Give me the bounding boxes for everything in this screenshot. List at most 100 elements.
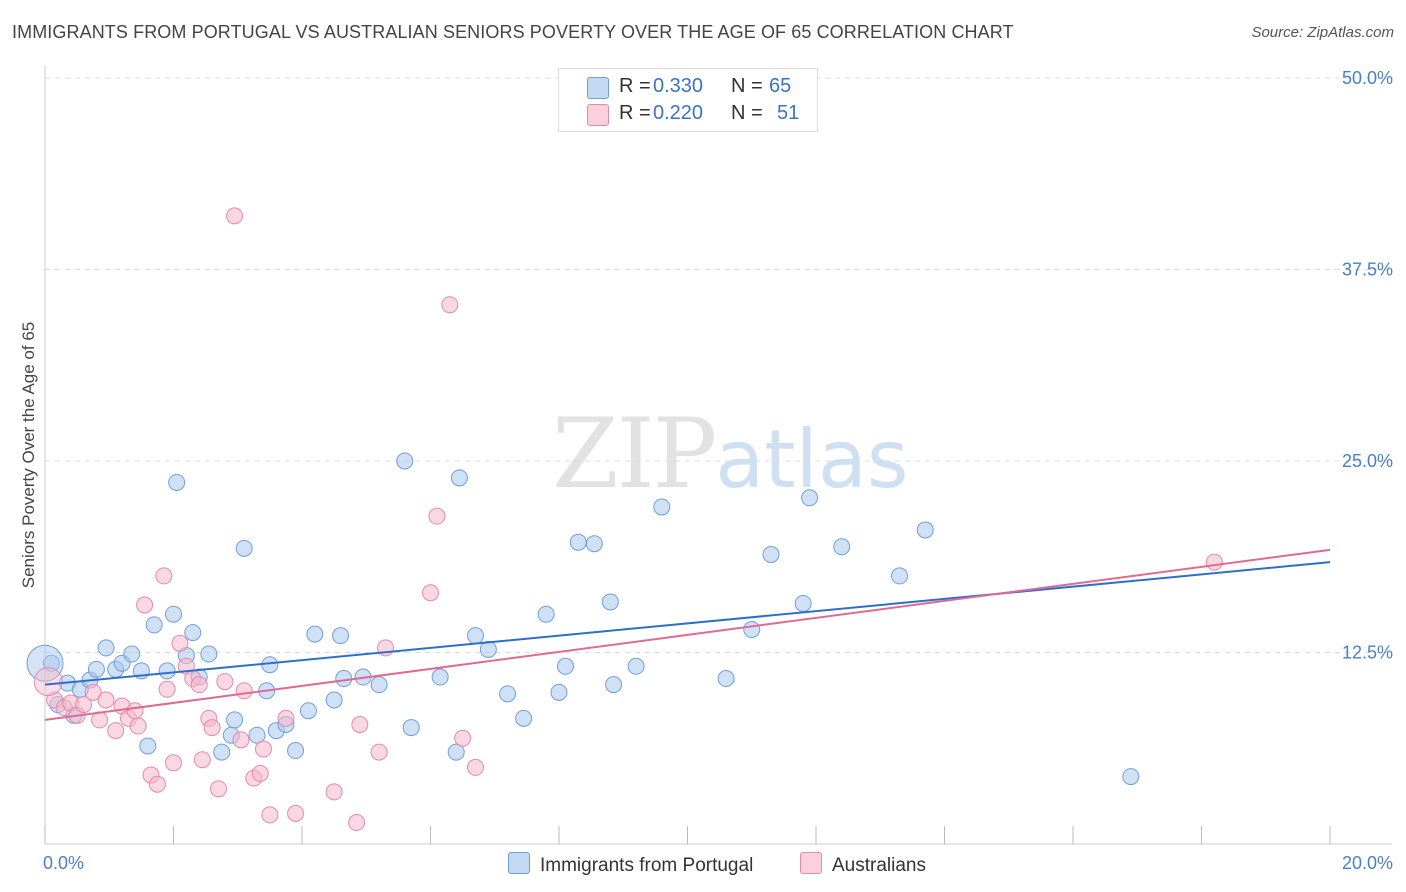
point-portugal <box>158 662 176 680</box>
y-tick-label: 50.0% <box>1342 68 1393 88</box>
point-portugal <box>466 627 484 645</box>
point-australians <box>75 696 93 714</box>
point-portugal <box>550 683 568 701</box>
axis-labels: 12.5% 25.0% 37.5% 50.0% 0.0% 20.0% Seniors Pov… <box>19 68 1393 873</box>
point-australians <box>454 729 472 747</box>
point-portugal <box>653 498 671 516</box>
point-portugal <box>184 624 202 642</box>
point-portugal <box>168 473 186 491</box>
point-portugal <box>402 719 420 737</box>
correlation-legend: R = 0.330 N = 65 R = 0.220 N = 51 <box>558 68 818 132</box>
point-australians <box>193 751 211 769</box>
point-australians <box>1205 553 1223 571</box>
point-australians <box>235 682 253 700</box>
point-australians <box>209 780 227 798</box>
legend-swatch-australians <box>587 104 609 126</box>
trend-line-australians <box>44 548 1331 721</box>
point-australians <box>136 596 154 614</box>
point-australians <box>251 765 269 783</box>
point-australians <box>232 731 250 749</box>
bottom-legend-swatch-australians <box>800 852 822 874</box>
point-australians <box>422 584 439 602</box>
point-portugal <box>627 657 645 675</box>
point-portugal <box>213 743 231 761</box>
point-australians <box>348 814 366 832</box>
point-portugal <box>762 545 780 563</box>
trend-lines <box>44 548 1331 721</box>
point-portugal <box>335 670 353 688</box>
point-australians <box>325 783 343 801</box>
point-australians <box>261 806 279 824</box>
point-australians <box>148 775 166 793</box>
point-australians <box>155 567 173 585</box>
point-portugal <box>891 567 909 585</box>
legend-r-value: 0.220 <box>653 102 704 124</box>
point-australians <box>351 716 369 734</box>
point-portugal <box>396 452 414 470</box>
axes <box>44 66 1392 845</box>
y-tick-label: 25.0% <box>1342 451 1393 471</box>
legend-n-value: 65 <box>769 75 792 97</box>
trend-line-portugal <box>44 561 1331 686</box>
legend-n-label: N = <box>731 102 763 124</box>
point-portugal <box>499 685 517 703</box>
point-australians <box>165 754 182 772</box>
point-portugal <box>325 691 343 709</box>
watermark: ZIPatlas <box>552 398 909 510</box>
point-australians <box>107 722 125 740</box>
point-australians <box>126 702 144 720</box>
point-australians <box>203 719 221 737</box>
legend-n-value: 51 <box>777 102 800 124</box>
point-australians <box>287 804 305 822</box>
point-portugal <box>145 616 163 634</box>
bottom-legend-label-portugal: Immigrants from Portugal <box>540 855 754 876</box>
x-tick-label: 0.0% <box>43 853 84 873</box>
point-portugal <box>794 594 812 612</box>
point-australians-cluster <box>33 667 63 697</box>
point-australians <box>84 683 102 701</box>
y-axis-title: Seniors Poverty Over the Age of 65 <box>19 322 38 588</box>
point-portugal <box>287 742 305 760</box>
point-portugal <box>601 593 619 611</box>
point-portugal <box>235 539 253 557</box>
point-portugal <box>450 469 468 487</box>
point-australians <box>97 691 115 709</box>
x-tick-label: 20.0% <box>1342 853 1393 873</box>
legend-n-label: N = <box>731 75 763 97</box>
point-portugal <box>605 676 623 694</box>
point-australians <box>129 717 147 735</box>
point-australians <box>226 207 244 225</box>
point-portugal <box>97 639 115 657</box>
point-portugal <box>248 726 266 744</box>
point-australians <box>277 709 295 727</box>
point-portugal <box>515 709 533 727</box>
point-australians <box>428 507 446 525</box>
point-portugal <box>833 538 851 556</box>
point-portugal <box>556 657 574 675</box>
data-points <box>26 207 1223 832</box>
point-portugal <box>801 489 819 507</box>
point-portugal <box>916 521 934 539</box>
bottom-legend-label-australians: Australians <box>832 855 926 876</box>
point-australians <box>370 743 388 761</box>
point-portugal <box>87 660 105 678</box>
bottom-legend-australians: Australians <box>800 852 926 877</box>
point-portugal <box>569 533 587 551</box>
bottom-legend-swatch-portugal <box>508 852 530 874</box>
point-portugal <box>165 605 182 623</box>
point-australians <box>158 680 176 698</box>
y-tick-label: 37.5% <box>1342 260 1393 280</box>
point-portugal <box>447 743 465 761</box>
point-portugal <box>1122 768 1140 786</box>
watermark-zip: ZIP <box>552 398 717 510</box>
point-portugal <box>431 668 449 686</box>
bottom-legend-portugal: Immigrants from Portugal <box>508 852 753 877</box>
point-portugal <box>332 627 350 645</box>
point-portugal <box>370 676 388 694</box>
point-australians <box>254 740 272 758</box>
point-portugal <box>717 670 735 688</box>
point-portugal <box>299 702 317 720</box>
point-portugal <box>585 535 603 553</box>
legend-swatch-portugal <box>587 77 609 99</box>
